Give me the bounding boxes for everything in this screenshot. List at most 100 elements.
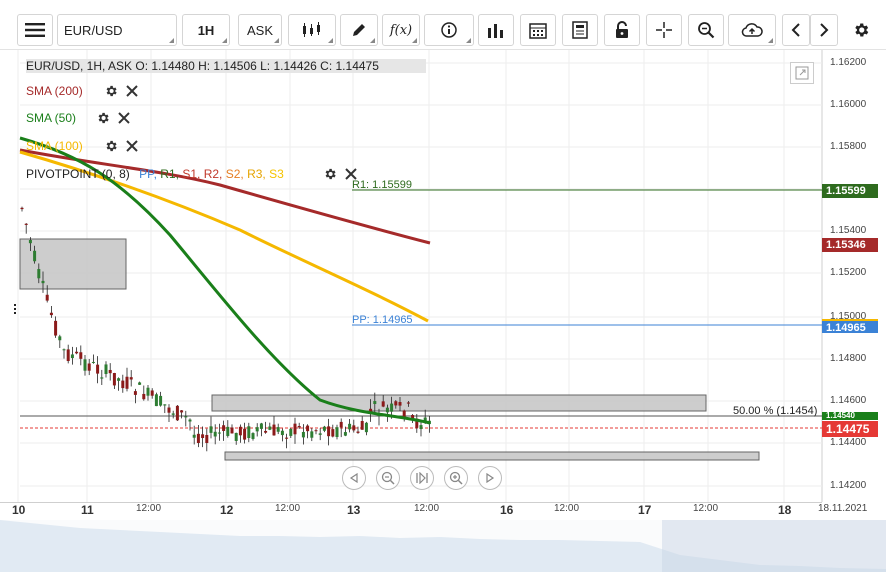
sma50-line [19, 136, 431, 425]
ohlc-text: EUR/USD, 1H, ASK O: 1.14480 H: 1.14506 L… [26, 59, 379, 73]
chevron-left-icon [791, 23, 800, 37]
price-tick-label: 1.14800 [830, 353, 867, 364]
price-tick-label: 1.14600 [830, 395, 867, 406]
reset-view-button[interactable] [410, 466, 434, 490]
navigator-window[interactable] [662, 520, 886, 572]
settings-button[interactable] [846, 14, 876, 46]
chart-type-button[interactable] [288, 14, 336, 46]
menu-button[interactable] [17, 14, 53, 46]
triangle-left-icon [349, 473, 358, 483]
time-tick-label: 18 [778, 503, 792, 517]
candle-body [301, 431, 305, 438]
candle-body [146, 387, 150, 396]
candle-body [247, 426, 251, 439]
close-icon[interactable] [126, 140, 138, 152]
pivot-pp-label: PP, [139, 167, 157, 181]
crosshair-button[interactable] [646, 14, 682, 46]
sma200-legend[interactable]: SMA (200) [26, 84, 83, 98]
candle-body [264, 430, 268, 433]
time-tick-label: 12:00 [554, 503, 580, 514]
time-tick-label: 12:00 [693, 503, 719, 514]
gear-icon[interactable] [323, 167, 337, 181]
price-tick-label: 1.15800 [830, 141, 867, 152]
candle-body [180, 410, 184, 413]
candle-body [310, 431, 314, 438]
time-tick-label: 12:00 [136, 503, 162, 514]
expand-chart-button[interactable] [790, 62, 814, 84]
info-icon [441, 22, 457, 38]
reset-icon [416, 472, 428, 484]
drag-handle[interactable] [14, 304, 18, 318]
scroll-left-button[interactable] [782, 14, 810, 46]
lock-button[interactable] [604, 14, 640, 46]
candle-body [373, 401, 377, 405]
pivot-legend[interactable]: PIVOTPOINT (0, 8) PP, R1, S1, R2, S2, R3… [26, 167, 284, 181]
sma50-legend[interactable]: SMA (50) [26, 111, 76, 125]
price-type-select[interactable]: ASK [238, 14, 282, 46]
chevron-right-icon [820, 23, 829, 37]
candle-body [184, 416, 188, 418]
gear-icon[interactable] [96, 111, 110, 125]
candle-body [276, 427, 280, 432]
candle-body [285, 437, 289, 439]
time-tick-label: 11 [81, 503, 94, 517]
close-icon[interactable] [345, 168, 357, 180]
candle-body [289, 428, 293, 436]
candle-body [75, 351, 79, 354]
close-icon[interactable] [118, 112, 130, 124]
candle-body [364, 422, 368, 433]
nav-back-button[interactable] [342, 466, 366, 490]
candle-body [45, 294, 49, 301]
sma100-legend[interactable]: SMA (100) [26, 139, 83, 153]
candle-body [238, 426, 242, 436]
candle-body [369, 408, 373, 414]
zoom-in-button[interactable] [444, 466, 468, 490]
candle-body [201, 434, 205, 439]
calendar-button[interactable] [520, 14, 556, 46]
nav-forward-button[interactable] [478, 466, 502, 490]
news-button[interactable] [562, 14, 598, 46]
time-tick-label: 13 [347, 503, 361, 517]
zone-rectangle-support[interactable] [224, 451, 760, 461]
candle-body [348, 423, 352, 430]
price-type-label: ASK [246, 22, 273, 38]
sma100-label: SMA (100) [26, 139, 83, 153]
gear-icon[interactable] [104, 139, 118, 153]
candle-body [175, 405, 179, 421]
price-tick-label: 1.14400 [830, 437, 867, 448]
candle-body [297, 426, 301, 428]
volume-button[interactable] [478, 14, 514, 46]
candle-body [213, 431, 217, 437]
time-tick-label: 18.11.2021 [818, 503, 868, 514]
info-button[interactable] [424, 14, 474, 46]
timeframe-select[interactable]: 1H [182, 14, 230, 46]
candle-body [163, 404, 167, 406]
candle-body [87, 363, 91, 371]
close-icon[interactable] [126, 85, 138, 97]
sma100-controls [104, 139, 138, 153]
zoom-out-button[interactable] [376, 466, 400, 490]
candle-body [62, 349, 66, 351]
indicators-button[interactable]: f(x) [382, 14, 420, 46]
candle-body [419, 425, 423, 430]
draw-tool-button[interactable] [340, 14, 378, 46]
candle-body [268, 426, 272, 430]
gear-icon[interactable] [104, 84, 118, 98]
candle-body [243, 428, 247, 440]
zone-rectangle-resistance[interactable] [211, 394, 707, 412]
pivot-label: PIVOTPOINT (0, 8) [26, 167, 130, 181]
triangle-right-icon [486, 473, 495, 483]
symbol-select[interactable]: EUR/USD [57, 14, 177, 46]
gear-icon [855, 23, 869, 37]
zone-rectangle-upper-left[interactable] [19, 238, 127, 290]
scroll-right-button[interactable] [810, 14, 838, 46]
candle-body [108, 369, 112, 374]
zoom-button[interactable] [688, 14, 724, 46]
candle-body [117, 378, 121, 381]
cloud-button[interactable] [728, 14, 776, 46]
candle-body [58, 336, 62, 341]
price-chart[interactable] [0, 50, 886, 572]
price-tick-label: 1.15400 [830, 225, 867, 236]
candle-body [66, 349, 70, 362]
candle-body [121, 380, 125, 389]
